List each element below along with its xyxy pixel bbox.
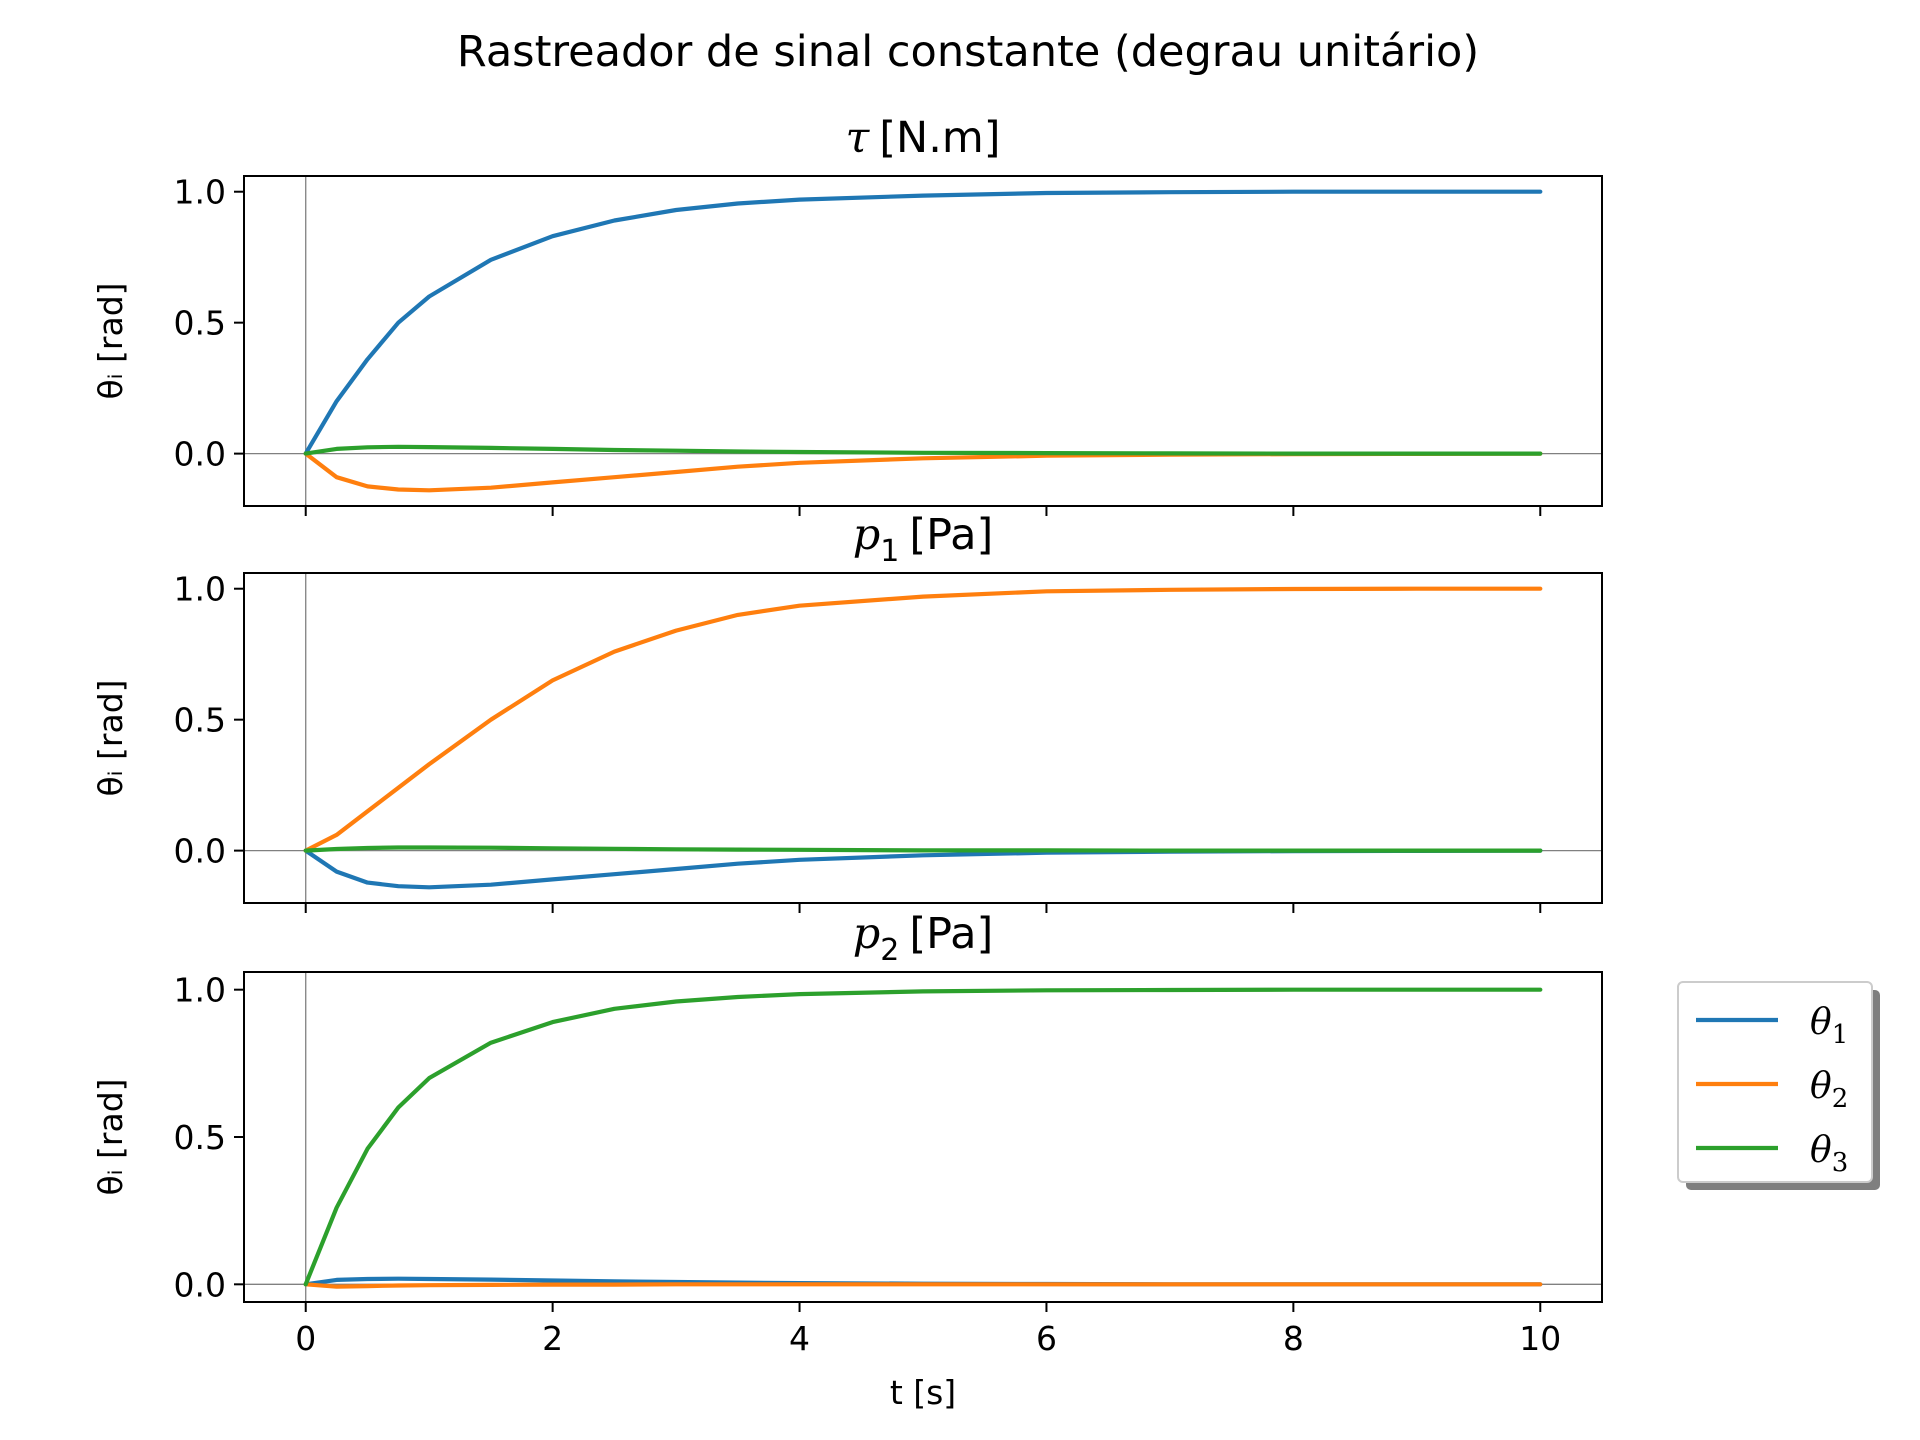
legend-symbol: θ bbox=[1810, 1130, 1832, 1171]
subplot-title: p2 [Pa] bbox=[853, 909, 994, 968]
y-tick-label: 0.0 bbox=[174, 1265, 226, 1304]
subplot-title-symbol: p bbox=[853, 909, 881, 959]
series-line-theta3 bbox=[303, 845, 1543, 853]
figure-title: Rastreador de sinal constante (degrau un… bbox=[457, 27, 1479, 77]
y-tick-label: 0.5 bbox=[174, 1118, 226, 1157]
subplot-title-symbol: τ bbox=[845, 113, 870, 163]
series-line-theta2 bbox=[303, 1282, 1543, 1289]
series-line-theta3 bbox=[303, 444, 1543, 456]
subplot-title-subscript: 2 bbox=[880, 933, 899, 968]
y-tick-label: 1.0 bbox=[174, 971, 226, 1010]
legend-subscript: 1 bbox=[1832, 1020, 1849, 1050]
subplot-1: 0.0 0.5 1.0 θᵢ [rad] τ [N.m] bbox=[91, 113, 1603, 516]
y-tick-label: 1.0 bbox=[174, 173, 226, 212]
series-line-theta2 bbox=[303, 586, 1543, 853]
subplot-title-subscript: 1 bbox=[880, 534, 899, 569]
legend-entry-2: θ2 bbox=[1696, 1066, 1848, 1114]
subplot-title-unit: [Pa] bbox=[909, 909, 993, 959]
x-tick-label: 2 bbox=[542, 1319, 563, 1358]
y-axis-label: θᵢ [rad] bbox=[91, 1078, 130, 1195]
subplot-title-unit: [N.m] bbox=[879, 113, 1000, 163]
x-tick-label: 0 bbox=[295, 1319, 316, 1358]
axes-frame bbox=[243, 175, 1603, 507]
x-tick-label: 4 bbox=[789, 1319, 810, 1358]
subplot-3: 0 2 4 6 8 100.00.51.0θᵢ [rad]t [s]p2 [Pa] bbox=[91, 909, 1603, 1412]
x-tick-label: 10 bbox=[1519, 1319, 1561, 1358]
axes-frame bbox=[243, 572, 1603, 904]
y-tick-label: 0.0 bbox=[174, 435, 226, 474]
x-axis-label: t [s] bbox=[890, 1373, 956, 1412]
legend-label: θ2 bbox=[1810, 1066, 1848, 1114]
legend-label: θ3 bbox=[1810, 1130, 1848, 1178]
y-tick-label: 0.0 bbox=[174, 832, 226, 871]
subplot-title-unit: [Pa] bbox=[909, 510, 993, 560]
subplots: 0.0 0.5 1.0 θᵢ [rad] τ [N.m] 0.0 0.5 1.0 θᵢ [rad]… bbox=[91, 113, 1603, 1412]
y-axis-label: θᵢ [rad] bbox=[91, 679, 130, 796]
x-tick-label: 6 bbox=[1036, 1319, 1057, 1358]
y-tick-label: 1.0 bbox=[174, 570, 226, 609]
x-tick-label: 8 bbox=[1283, 1319, 1304, 1358]
subplot-2: 0.0 0.5 1.0 θᵢ [rad] p1 [Pa] bbox=[91, 510, 1603, 913]
series-line-theta3 bbox=[303, 987, 1543, 1287]
legend-symbol: θ bbox=[1810, 1066, 1832, 1107]
subplot-title: τ [N.m] bbox=[845, 113, 1000, 163]
legend-subscript: 2 bbox=[1832, 1084, 1849, 1114]
y-tick-label: 0.5 bbox=[174, 701, 226, 740]
legend-entry-1: θ1 bbox=[1696, 1002, 1848, 1050]
subplot-title: p1 [Pa] bbox=[853, 510, 994, 569]
legend-subscript: 3 bbox=[1832, 1148, 1849, 1178]
y-tick-label: 0.5 bbox=[174, 304, 226, 343]
legend-symbol: θ bbox=[1810, 1002, 1832, 1043]
subplot-title-symbol: p bbox=[853, 510, 881, 560]
y-axis-label: θᵢ [rad] bbox=[91, 282, 130, 399]
legend-label: θ1 bbox=[1810, 1002, 1848, 1050]
series-line-theta1 bbox=[303, 189, 1543, 456]
legend-entry-3: θ3 bbox=[1696, 1130, 1848, 1178]
